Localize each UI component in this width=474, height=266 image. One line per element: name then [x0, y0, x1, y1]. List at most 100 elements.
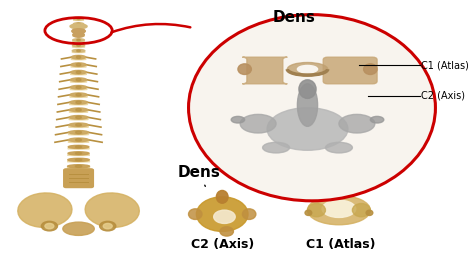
Ellipse shape [76, 86, 81, 89]
Ellipse shape [67, 167, 90, 169]
Ellipse shape [214, 210, 235, 223]
Circle shape [45, 223, 54, 229]
Ellipse shape [71, 66, 86, 67]
Ellipse shape [73, 34, 84, 36]
Ellipse shape [77, 23, 80, 25]
Ellipse shape [287, 63, 328, 76]
Ellipse shape [75, 159, 82, 161]
Ellipse shape [77, 18, 80, 19]
Ellipse shape [76, 94, 81, 96]
Ellipse shape [75, 152, 82, 155]
Circle shape [100, 221, 116, 231]
Ellipse shape [242, 209, 256, 219]
Ellipse shape [76, 131, 82, 134]
Ellipse shape [69, 111, 88, 113]
Ellipse shape [69, 119, 88, 120]
FancyBboxPatch shape [323, 57, 377, 84]
Ellipse shape [70, 93, 87, 97]
Ellipse shape [73, 23, 84, 25]
Ellipse shape [70, 24, 87, 29]
Ellipse shape [326, 142, 352, 153]
Ellipse shape [69, 115, 88, 119]
Ellipse shape [238, 64, 251, 74]
Ellipse shape [70, 81, 87, 82]
Ellipse shape [69, 131, 88, 134]
Circle shape [103, 223, 112, 229]
Ellipse shape [77, 50, 81, 52]
Ellipse shape [322, 200, 356, 218]
Ellipse shape [68, 148, 90, 149]
Text: C1 (Atlas): C1 (Atlas) [306, 238, 376, 251]
Ellipse shape [339, 114, 375, 133]
Ellipse shape [72, 29, 85, 34]
Ellipse shape [73, 25, 84, 26]
Ellipse shape [69, 126, 89, 127]
Text: C1 (Atlas): C1 (Atlas) [421, 60, 469, 70]
Ellipse shape [75, 146, 82, 148]
Ellipse shape [76, 63, 81, 66]
Ellipse shape [72, 46, 85, 47]
Ellipse shape [76, 56, 81, 59]
Ellipse shape [85, 193, 139, 227]
Ellipse shape [71, 63, 86, 66]
Ellipse shape [68, 145, 89, 148]
Ellipse shape [240, 114, 276, 133]
FancyBboxPatch shape [242, 57, 287, 84]
Ellipse shape [68, 141, 89, 143]
Ellipse shape [366, 210, 373, 215]
Ellipse shape [70, 89, 87, 90]
Ellipse shape [69, 123, 88, 127]
Text: C2 (Axis): C2 (Axis) [421, 91, 465, 101]
FancyBboxPatch shape [64, 169, 93, 188]
Ellipse shape [77, 28, 80, 30]
Ellipse shape [72, 49, 85, 52]
Ellipse shape [196, 197, 248, 231]
Ellipse shape [77, 34, 80, 36]
Ellipse shape [77, 39, 80, 41]
Ellipse shape [299, 80, 316, 98]
Ellipse shape [308, 203, 326, 217]
Ellipse shape [67, 161, 90, 162]
Circle shape [41, 221, 57, 231]
Ellipse shape [364, 64, 377, 74]
Ellipse shape [216, 190, 228, 203]
Ellipse shape [68, 134, 89, 135]
Ellipse shape [73, 32, 84, 37]
Ellipse shape [70, 96, 88, 97]
Ellipse shape [370, 117, 384, 123]
Ellipse shape [70, 108, 88, 112]
Ellipse shape [67, 171, 90, 174]
Ellipse shape [68, 165, 90, 168]
Ellipse shape [18, 193, 72, 227]
Ellipse shape [73, 28, 84, 31]
Ellipse shape [67, 155, 90, 156]
Ellipse shape [70, 85, 87, 89]
Ellipse shape [75, 139, 82, 141]
Ellipse shape [71, 59, 86, 60]
Ellipse shape [67, 174, 91, 175]
Ellipse shape [76, 71, 81, 73]
Text: Dens: Dens [177, 165, 220, 186]
Ellipse shape [297, 84, 318, 126]
Ellipse shape [189, 15, 436, 201]
Ellipse shape [189, 209, 202, 219]
Ellipse shape [71, 78, 87, 82]
Ellipse shape [75, 172, 82, 174]
Ellipse shape [70, 101, 87, 104]
Text: C2 (Axis): C2 (Axis) [191, 238, 254, 251]
Ellipse shape [231, 117, 245, 123]
Ellipse shape [71, 70, 86, 74]
Ellipse shape [76, 124, 82, 126]
Ellipse shape [352, 203, 370, 217]
Ellipse shape [297, 65, 318, 73]
Ellipse shape [63, 222, 94, 235]
Ellipse shape [76, 101, 81, 103]
Ellipse shape [305, 210, 312, 215]
Ellipse shape [73, 41, 85, 42]
Ellipse shape [76, 116, 82, 119]
Ellipse shape [72, 55, 86, 59]
Ellipse shape [263, 142, 290, 153]
Ellipse shape [71, 74, 87, 75]
Ellipse shape [73, 17, 83, 20]
Ellipse shape [69, 104, 88, 105]
